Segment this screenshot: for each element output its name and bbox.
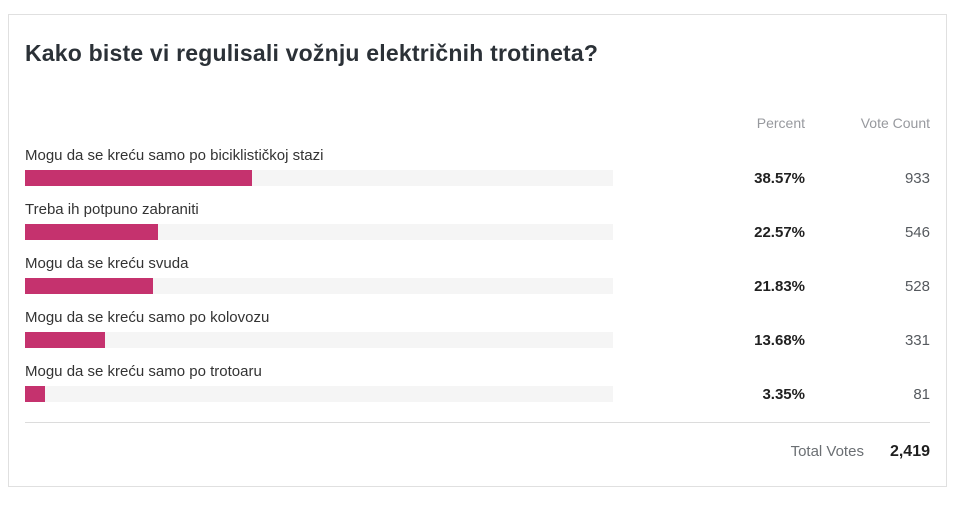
- result-bar-fill: [25, 278, 154, 294]
- poll-options-list: Mogu da se kreću samo po biciklističkoj …: [25, 147, 930, 403]
- poll-option-row: Mogu da se kreću svuda 21.83% 528: [25, 255, 930, 295]
- option-vote-count: 528: [904, 277, 930, 295]
- option-vote-count: 933: [904, 169, 930, 187]
- poll-option-row: Treba ih potpuno zabraniti 22.57% 546: [25, 201, 930, 241]
- poll-question-title: Kako biste vi regulisali vožnju električ…: [25, 40, 599, 66]
- option-vote-count: 546: [904, 223, 930, 241]
- result-bar-track: [25, 386, 613, 402]
- option-label: Mogu da se kreću svuda: [25, 255, 189, 272]
- poll-option-row: Mogu da se kreću samo po kolovozu 13.68%…: [25, 309, 930, 349]
- option-percent-value: 21.83%: [754, 277, 805, 295]
- result-bar-fill: [25, 386, 45, 402]
- percent-column-header: Percent: [756, 115, 805, 131]
- option-label: Mogu da se kreću samo po biciklističkoj …: [25, 147, 324, 164]
- header-spacer: [25, 115, 613, 131]
- result-bar-fill: [25, 332, 106, 348]
- option-percent-value: 38.57%: [754, 169, 805, 187]
- poll-option-row: Mogu da se kreću samo po biciklističkoj …: [25, 147, 930, 187]
- vote-count-column-header: Vote Count: [860, 115, 930, 131]
- poll-results-card: Kako biste vi regulisali vožnju električ…: [8, 14, 947, 487]
- total-votes-value: 2,419: [889, 443, 930, 460]
- result-bar-fill: [25, 170, 252, 186]
- result-bar-track: [25, 278, 613, 294]
- poll-footer: Total Votes 2,419: [25, 422, 930, 461]
- option-percent-value: 22.57%: [754, 223, 805, 241]
- option-percent-value: 3.35%: [762, 385, 805, 403]
- option-label: Mogu da se kreću samo po trotoaru: [25, 363, 262, 380]
- option-vote-count: 81: [913, 385, 930, 403]
- option-percent-value: 13.68%: [754, 331, 805, 349]
- option-vote-count: 331: [904, 331, 930, 349]
- results-table-header: Percent Vote Count: [25, 115, 930, 131]
- result-bar-track: [25, 224, 613, 240]
- result-bar-fill: [25, 224, 158, 240]
- result-bar-track: [25, 170, 613, 186]
- total-votes-label: Total Votes: [790, 443, 864, 460]
- option-label: Mogu da se kreću samo po kolovozu: [25, 309, 270, 326]
- option-label: Treba ih potpuno zabraniti: [25, 201, 199, 218]
- result-bar-track: [25, 332, 613, 348]
- poll-option-row: Mogu da se kreću samo po trotoaru 3.35% …: [25, 363, 930, 403]
